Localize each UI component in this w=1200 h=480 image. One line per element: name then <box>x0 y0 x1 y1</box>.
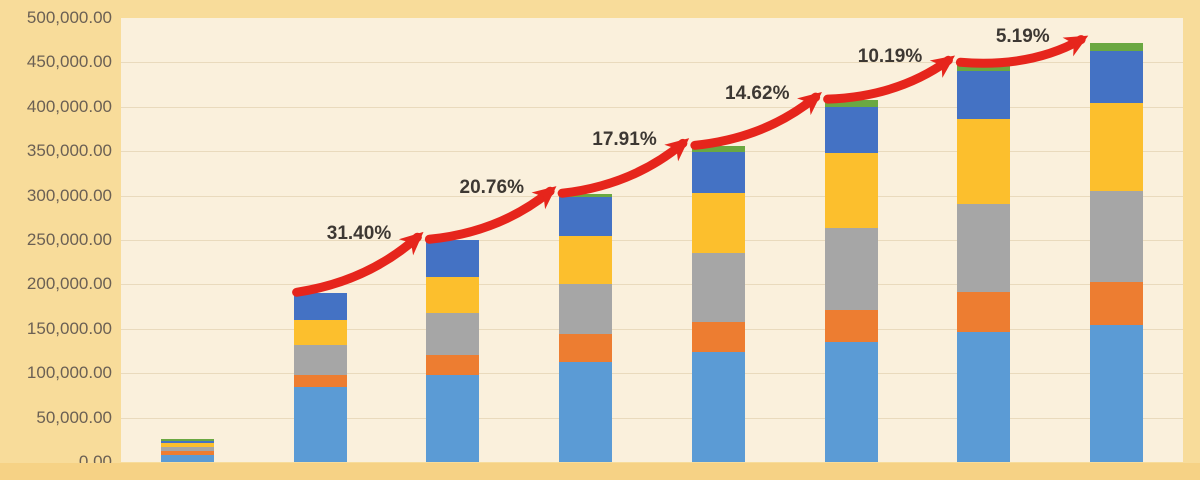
bar-3-gray-segment <box>426 313 480 355</box>
growth-percentage-label: 14.62% <box>725 83 790 105</box>
bar-5-light-blue-segment <box>691 351 745 462</box>
bar-5-gray-segment <box>691 253 745 322</box>
bar-6-gray-segment <box>824 228 878 311</box>
gridline <box>121 62 1183 63</box>
growth-percentage-label: 17.91% <box>592 129 657 151</box>
bar-6-orange-segment <box>824 310 878 342</box>
bar-2-dark-blue-segment <box>293 293 347 320</box>
bar-1-yellow-segment <box>160 443 214 447</box>
bar-7-orange-segment <box>957 291 1011 332</box>
gridline <box>121 196 1183 197</box>
growth-percentage-label: 10.19% <box>857 46 923 68</box>
bar-4-light-blue-segment <box>559 362 613 462</box>
gridline <box>121 240 1183 241</box>
y-axis-tick-label: 200,000.00 <box>26 274 112 294</box>
bar-7-yellow-segment <box>957 118 1011 204</box>
bar-1-gray-segment <box>160 446 214 452</box>
y-axis-tick-label: 250,000.00 <box>26 230 112 249</box>
bar-8-gray-segment <box>1090 190 1144 283</box>
bar-7-light-blue-segment <box>957 331 1011 462</box>
y-axis-tick-label: 50,000.00 <box>36 407 112 427</box>
bar-1-green-segment <box>160 438 214 441</box>
bar-8-light-blue-segment <box>1090 325 1144 462</box>
bar-3-light-blue-segment <box>426 374 480 462</box>
bar-5-orange-segment <box>691 321 745 352</box>
bar-2-gray-segment <box>293 344 347 375</box>
bar-1-light-blue-segment <box>160 455 214 462</box>
bar-2-orange-segment <box>293 374 347 387</box>
gridline <box>121 418 1183 419</box>
y-axis-tick-label: 500,000.00 <box>26 8 112 27</box>
bar-3-dark-blue-segment <box>426 240 480 277</box>
bar-6-dark-blue-segment <box>824 106 878 154</box>
y-axis-tick-label: 100,000.00 <box>26 363 112 383</box>
gridline <box>121 107 1183 108</box>
bar-8-dark-blue-segment <box>1090 50 1144 103</box>
gridline <box>121 373 1183 374</box>
bar-7-gray-segment <box>957 203 1011 292</box>
bar-3-orange-segment <box>426 354 480 375</box>
bar-5-dark-blue-segment <box>691 152 745 194</box>
y-axis-tick-label: 350,000.00 <box>26 141 112 161</box>
bar-4-dark-blue-segment <box>559 197 613 236</box>
growth-percentage-label: 20.76% <box>459 177 524 199</box>
bar-2-yellow-segment <box>293 319 347 345</box>
y-axis-tick-label: 150,000.00 <box>26 318 112 338</box>
y-axis-tick-label: 400,000.00 <box>26 96 112 116</box>
bar-1-dark-blue-segment <box>160 440 214 444</box>
bar-6-green-segment <box>824 100 878 107</box>
bar-4-gray-segment <box>559 283 613 334</box>
y-axis-tick-label: 300,000.00 <box>26 185 112 205</box>
gridline <box>121 329 1183 330</box>
bar-4-green-segment <box>559 194 613 198</box>
bar-6-light-blue-segment <box>824 341 878 462</box>
bar-4-orange-segment <box>559 333 613 363</box>
bar-8-orange-segment <box>1090 282 1144 326</box>
bar-8-green-segment <box>1090 42 1144 51</box>
growth-percentage-label: 5.19% <box>995 25 1050 47</box>
bar-5-green-segment <box>691 146 745 153</box>
bar-2-light-blue-segment <box>293 386 347 462</box>
bottom-margin-strip <box>0 463 1200 480</box>
bar-7-green-segment <box>957 63 1011 72</box>
bar-3-yellow-segment <box>426 276 480 314</box>
gridline <box>121 284 1183 285</box>
plot-area <box>121 18 1183 462</box>
bar-5-yellow-segment <box>691 193 745 254</box>
bar-1-orange-segment <box>160 451 214 456</box>
bar-6-yellow-segment <box>824 153 878 229</box>
growth-percentage-label: 31.40% <box>326 223 392 245</box>
y-axis-tick-label: 450,000.00 <box>26 52 112 72</box>
bar-7-dark-blue-segment <box>957 71 1011 119</box>
bar-8-yellow-segment <box>1090 102 1144 191</box>
bar-4-yellow-segment <box>559 235 613 284</box>
